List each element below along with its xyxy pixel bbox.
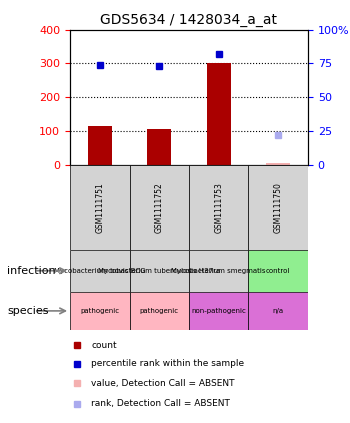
Bar: [189, 292, 248, 330]
Bar: [130, 250, 189, 292]
Bar: [130, 165, 189, 250]
Bar: [130, 292, 189, 330]
Text: GSM1111750: GSM1111750: [274, 182, 283, 233]
Bar: [207, 63, 231, 165]
Bar: [88, 126, 112, 165]
Text: pathogenic: pathogenic: [80, 308, 119, 314]
Text: n/a: n/a: [273, 308, 284, 314]
Text: non-pathogenic: non-pathogenic: [191, 308, 246, 314]
Text: value, Detection Call = ABSENT: value, Detection Call = ABSENT: [91, 379, 235, 388]
Bar: [248, 250, 308, 292]
Text: count: count: [91, 341, 117, 350]
Text: Mycobacterium smegmatis: Mycobacterium smegmatis: [172, 268, 266, 274]
Title: GDS5634 / 1428034_a_at: GDS5634 / 1428034_a_at: [100, 13, 278, 27]
Text: percentile rank within the sample: percentile rank within the sample: [91, 359, 245, 368]
Bar: [147, 129, 171, 165]
Text: pathogenic: pathogenic: [140, 308, 179, 314]
Text: Mycobacterium tuberculosis H37ra: Mycobacterium tuberculosis H37ra: [98, 268, 220, 274]
Bar: [70, 165, 130, 250]
Bar: [248, 292, 308, 330]
Text: species: species: [7, 306, 49, 316]
Text: infection: infection: [7, 266, 56, 276]
Text: rank, Detection Call = ABSENT: rank, Detection Call = ABSENT: [91, 399, 230, 408]
Text: GSM1111752: GSM1111752: [155, 182, 164, 233]
Text: GSM1111751: GSM1111751: [95, 182, 104, 233]
Text: GSM1111753: GSM1111753: [214, 182, 223, 233]
Bar: [189, 250, 248, 292]
Bar: [189, 165, 248, 250]
Text: control: control: [266, 268, 290, 274]
Bar: [70, 250, 130, 292]
Bar: [266, 163, 290, 165]
Bar: [70, 292, 130, 330]
Text: Mycobacterium bovis BCG: Mycobacterium bovis BCG: [54, 268, 146, 274]
Bar: [248, 165, 308, 250]
